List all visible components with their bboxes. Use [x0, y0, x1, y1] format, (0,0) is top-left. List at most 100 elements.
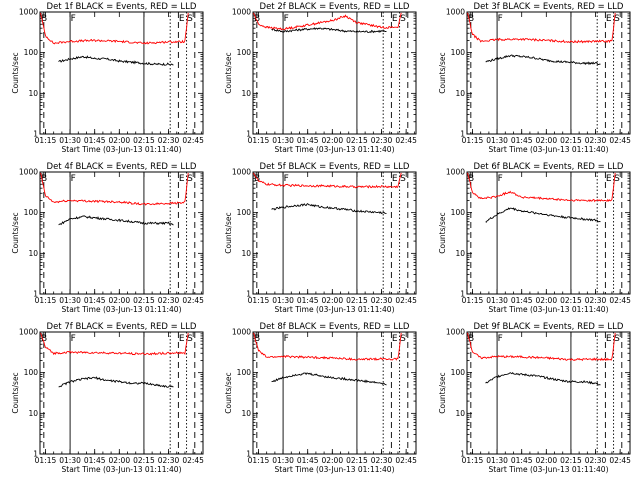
y-tick-label: 1 [33, 130, 38, 139]
y-tick-label: 1 [246, 290, 251, 299]
x-tick-label: 01:45 [84, 456, 106, 465]
events-series-line [58, 55, 174, 66]
marker-e: E [392, 14, 398, 24]
chart-title: Det 2f BLACK = Events, RED = LLD [260, 2, 410, 12]
y-tick-label: 1000 [446, 168, 465, 177]
x-tick-label: 02:30 [585, 456, 607, 465]
x-tick-label: 02:15 [133, 136, 155, 145]
chart-title: Det 9f BLACK = Events, RED = LLD [474, 322, 624, 332]
chart-panel-5: Det 5f BLACK = Events, RED = LLD 1 10 100 10… [224, 162, 417, 314]
events-series-line [271, 202, 387, 215]
lld-series-line [40, 12, 189, 45]
marker-f: F [284, 174, 289, 184]
marker-e: E [179, 14, 185, 24]
x-tick-label: 01:30 [272, 296, 294, 305]
y-tick-label: 1000 [19, 168, 38, 177]
chart-title: Det 1f BLACK = Events, RED = LLD [47, 2, 197, 12]
y-tick-label: 10 [241, 409, 251, 418]
y-tick-label: 10 [241, 249, 251, 258]
marker-s: S [614, 334, 620, 344]
marker-f: F [284, 334, 289, 344]
marker-f: F [71, 174, 76, 184]
marker-f: F [498, 14, 503, 24]
x-tick-label: 02:00 [321, 136, 343, 145]
x-tick-label: 01:30 [486, 296, 508, 305]
marker-s: S [400, 174, 406, 184]
events-series-line [271, 372, 387, 386]
y-tick-label: 1 [460, 290, 465, 299]
x-tick-label: 02:15 [346, 456, 368, 465]
y-tick-label: 10 [28, 89, 38, 98]
x-tick-label: 01:15 [35, 296, 57, 305]
chart-panel-2: Det 2f BLACK = Events, RED = LLD 1 10 100 10… [224, 2, 417, 154]
x-tick-label: 02:30 [158, 136, 180, 145]
x-tick-label: 02:45 [182, 296, 204, 305]
x-tick-label: 01:30 [59, 136, 81, 145]
marker-b: B [41, 174, 47, 184]
marker-f: F [498, 334, 503, 344]
chart-title: Det 4f BLACK = Events, RED = LLD [47, 162, 197, 172]
plot-frame [466, 331, 631, 455]
marker-b: B [468, 174, 474, 184]
x-tick-label: 02:30 [158, 296, 180, 305]
events-series-line [271, 27, 387, 34]
x-tick-label: 01:45 [511, 456, 533, 465]
lld-series-line [467, 12, 616, 44]
x-tick-label: 02:00 [535, 456, 557, 465]
x-tick-label: 01:15 [462, 136, 484, 145]
plot-frame [252, 331, 417, 455]
x-tick-label: 02:15 [560, 296, 582, 305]
x-tick-label: 01:45 [297, 456, 319, 465]
chart-panel-1: Det 1f BLACK = Events, RED = LLD 1 10 100 10… [11, 2, 204, 154]
marker-b: B [254, 334, 260, 344]
y-axis-label: Counts/sec [438, 372, 447, 413]
x-tick-label: 02:15 [133, 296, 155, 305]
x-tick-label: 02:45 [182, 136, 204, 145]
x-tick-label: 02:00 [535, 296, 557, 305]
y-tick-label: 100 [24, 368, 39, 377]
marker-b: B [468, 334, 474, 344]
chart-panel-4: Det 4f BLACK = Events, RED = LLD 1 10 100 10… [11, 162, 204, 314]
marker-s: S [614, 174, 620, 184]
marker-s: S [400, 14, 406, 24]
x-tick-label: 02:30 [371, 456, 393, 465]
x-tick-label: 02:00 [321, 456, 343, 465]
y-tick-label: 1000 [446, 328, 465, 337]
x-tick-label: 01:15 [35, 456, 57, 465]
marker-f: F [284, 14, 289, 24]
marker-s: S [187, 14, 193, 24]
y-tick-label: 100 [24, 208, 39, 217]
x-tick-label: 01:15 [248, 296, 270, 305]
chart-title: Det 6f BLACK = Events, RED = LLD [474, 162, 624, 172]
lld-series-line [253, 12, 402, 31]
x-tick-label: 02:30 [371, 136, 393, 145]
plot-frame [466, 171, 631, 295]
x-tick-label: 01:15 [248, 136, 270, 145]
y-tick-label: 10 [28, 409, 38, 418]
y-tick-label: 100 [237, 368, 252, 377]
chart-title: Det 7f BLACK = Events, RED = LLD [47, 322, 197, 332]
marker-b: B [41, 334, 47, 344]
marker-e: E [606, 334, 612, 344]
y-tick-label: 1000 [446, 8, 465, 17]
marker-s: S [614, 14, 620, 24]
plot-frame [252, 11, 417, 135]
events-series-line [485, 54, 601, 66]
x-tick-label: 02:45 [609, 296, 631, 305]
x-tick-label: 02:30 [585, 296, 607, 305]
plot-frame [39, 11, 204, 135]
chart-title: Det 5f BLACK = Events, RED = LLD [260, 162, 410, 172]
y-tick-label: 1 [33, 290, 38, 299]
y-tick-label: 10 [455, 249, 465, 258]
x-tick-label: 02:45 [395, 296, 417, 305]
marker-e: E [392, 334, 398, 344]
x-axis-label: Start Time (03-Jun-13 01:11:40) [62, 305, 182, 314]
x-tick-label: 02:00 [535, 136, 557, 145]
y-axis-label: Counts/sec [438, 212, 447, 253]
y-tick-label: 100 [451, 208, 466, 217]
x-tick-label: 02:15 [346, 136, 368, 145]
plot-frame [466, 11, 631, 135]
x-tick-label: 02:30 [371, 296, 393, 305]
x-tick-label: 02:15 [133, 456, 155, 465]
chart-panel-7: Det 7f BLACK = Events, RED = LLD 1 10 100 10… [11, 322, 204, 474]
